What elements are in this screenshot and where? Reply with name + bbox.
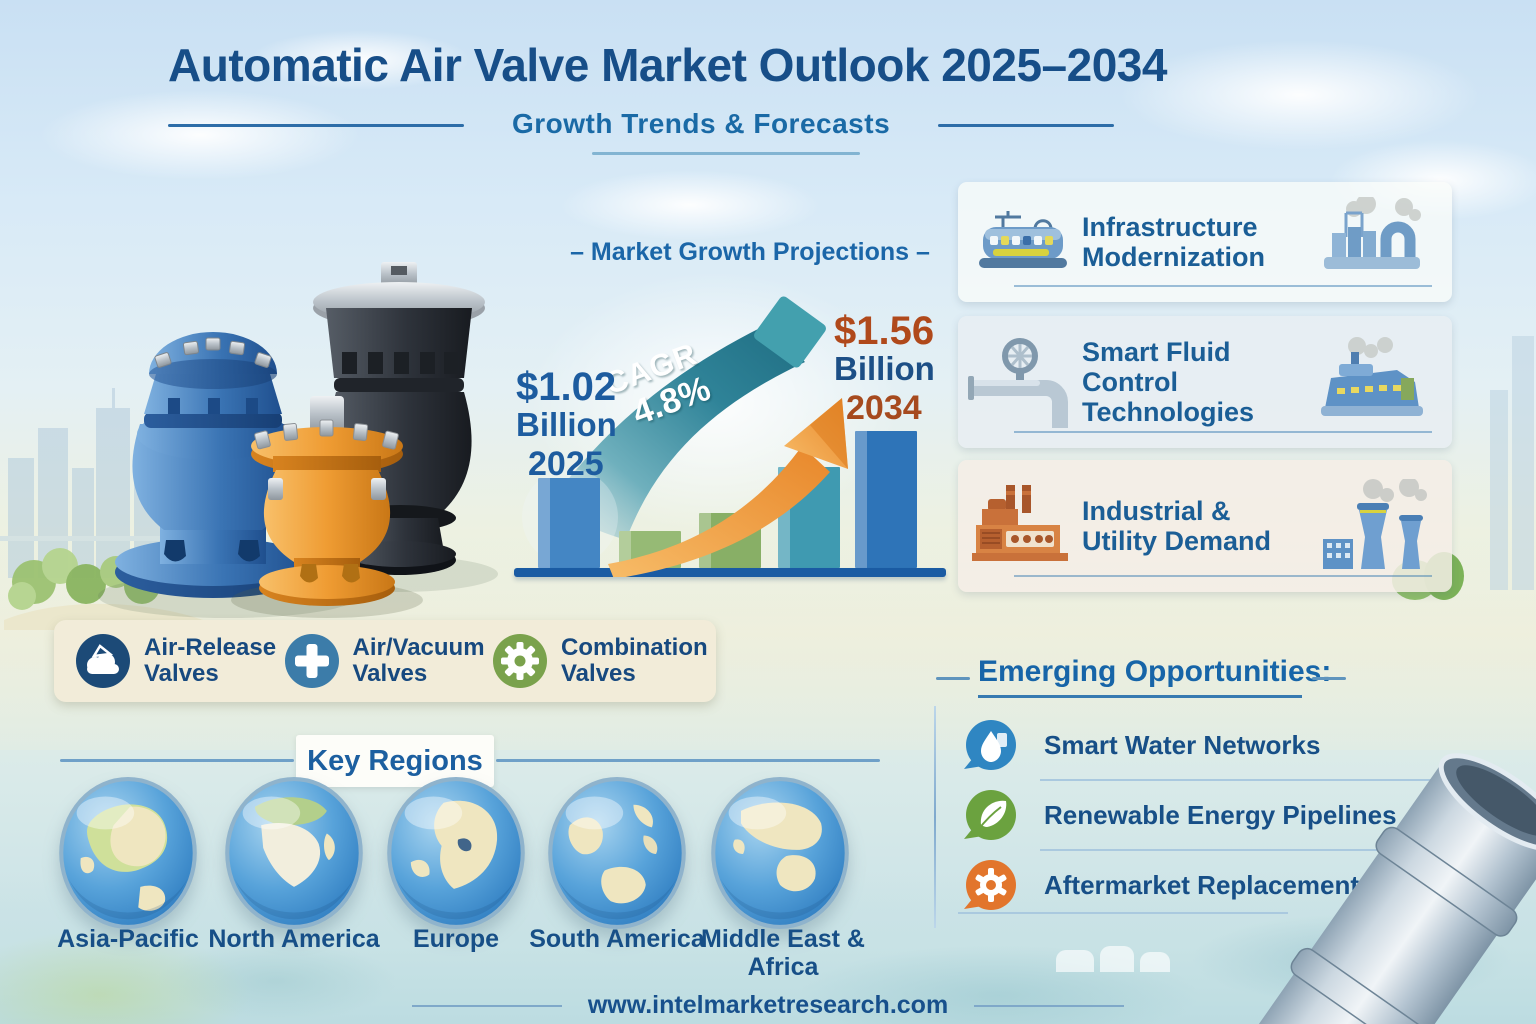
valve-type-label: Air/Vacuum Valves — [352, 634, 485, 687]
footer-line-right — [974, 1004, 1125, 1007]
opportunity-label: Renewable Energy Pipelines — [1044, 799, 1397, 830]
opportunities-dash-left — [936, 677, 970, 680]
gear-icon — [964, 860, 1016, 910]
subtitle-flourish — [592, 152, 860, 155]
subtitle-line-right — [938, 124, 1114, 127]
opportunities-dash-right — [1312, 677, 1346, 680]
card-underline — [1014, 285, 1432, 287]
footer-line-left — [411, 1004, 562, 1007]
chart-bar — [855, 431, 917, 568]
chart-heading: – Market Growth Projections – — [570, 238, 930, 266]
globe-south-america-icon — [548, 777, 686, 929]
storage-tank — [1100, 946, 1134, 972]
chart-bar — [778, 467, 840, 568]
card-underline — [1014, 575, 1432, 577]
storage-tank — [1140, 952, 1170, 972]
industrial-factory-icon — [972, 485, 1068, 561]
region-label: Europe — [412, 925, 500, 953]
driver-card-industrial: Industrial & Utility Demand — [958, 460, 1452, 592]
opportunity-aftermarket: Aftermarket Replacements — [962, 854, 1442, 916]
storage-tank — [1056, 950, 1094, 972]
globe-north-america-icon — [225, 777, 363, 929]
leaf-icon — [964, 790, 1016, 840]
orange-valve — [231, 396, 423, 618]
footer: www.intelmarketresearch.com — [0, 991, 1536, 1020]
gear-icon — [493, 634, 547, 688]
plus-icon — [284, 634, 339, 688]
pipeline-illustration — [1053, 753, 1536, 1024]
start-value: $1.02 — [516, 365, 617, 409]
chart-bar — [699, 513, 761, 568]
opportunities-title: Emerging Opportunities: — [978, 655, 1332, 688]
opportunity-label: Smart Water Networks — [1044, 729, 1321, 760]
globe-middle-east-africa-icon — [711, 777, 849, 929]
water-icon — [964, 720, 1016, 770]
region-label: Middle East & Africa — [701, 925, 865, 981]
cloud — [250, 30, 470, 90]
end-value: $1.56 — [834, 309, 935, 353]
opportunities-divider — [1040, 779, 1432, 781]
driver-card-smart-fluid: Smart Fluid Control Technologies — [958, 316, 1452, 448]
pipe-valve-icon — [968, 338, 1068, 428]
market-drivers: Infrastructure Modernization Smart Fluid — [958, 182, 1452, 592]
valve-type-label: Combination Valves — [561, 634, 708, 687]
region-label: Asia-Pacific — [57, 925, 199, 953]
processing-plant-icon — [1321, 337, 1423, 416]
valve-type-combination: Combination Valves — [491, 632, 708, 690]
opportunity-smart-water: Smart Water Networks — [962, 714, 1442, 776]
region-label: North America — [208, 925, 380, 953]
subtitle-line-left — [168, 124, 464, 127]
globe-europe-icon — [387, 777, 525, 929]
chart-bar — [538, 478, 600, 568]
valve-type-air-vacuum: Air/Vacuum Valves — [283, 632, 492, 690]
regions-line-left — [60, 759, 294, 762]
start-unit: Billion — [516, 406, 617, 443]
cloud — [40, 90, 360, 180]
city-skyline-right — [1490, 336, 1534, 590]
factory-pipes-icon — [1324, 197, 1421, 269]
opportunities-divider — [958, 912, 1288, 914]
website-link: www.intelmarketresearch.com — [587, 991, 949, 1019]
cloud — [560, 170, 820, 240]
driver-card-infrastructure: Infrastructure Modernization — [958, 182, 1452, 302]
page-subtitle: Growth Trends & Forecasts — [512, 108, 891, 139]
start-value-label: $1.02 Billion 2025 — [516, 366, 617, 482]
driver-label: Smart Fluid Control Technologies — [1082, 336, 1255, 428]
driver-label: Infrastructure Modernization — [1082, 211, 1265, 272]
cloud — [1120, 40, 1480, 150]
start-year: 2025 — [528, 444, 604, 483]
valve-type-label: Air-Release Valves — [144, 634, 277, 687]
regions-line-right — [496, 759, 880, 762]
opportunity-label: Aftermarket Replacements — [1044, 869, 1374, 900]
opportunities-underline — [978, 695, 1302, 698]
opportunities-divider-vertical — [934, 706, 936, 928]
driver-label: Industrial & Utility Demand — [1082, 495, 1272, 556]
end-value-label: $1.56 Billion 2034 — [834, 310, 935, 426]
chart-bar — [619, 531, 681, 568]
cooling-towers-icon — [1323, 478, 1427, 569]
air-valve-illustration — [98, 262, 498, 618]
market-growth-chart: – Market Growth Projections – CAGR 4.8% … — [500, 232, 960, 577]
page-title: Automatic Air Valve Market Outlook 2025–… — [168, 39, 1167, 91]
opportunities-divider — [1040, 849, 1432, 851]
valve-type-air-release: Air-Release Valves — [74, 632, 283, 690]
globe-asia-pacific-icon — [59, 777, 197, 929]
valve-types-bar: Air-Release Valves Air/Vacuum Valves — [54, 620, 716, 702]
opportunity-renewable: Renewable Energy Pipelines — [962, 784, 1442, 846]
chart-baseline — [514, 568, 946, 577]
card-underline — [1014, 431, 1432, 433]
train-icon — [979, 211, 1067, 268]
region-label: South America — [529, 925, 705, 953]
end-unit: Billion — [834, 350, 935, 387]
end-year: 2034 — [846, 388, 922, 427]
air-release-valve-icon — [76, 634, 130, 688]
